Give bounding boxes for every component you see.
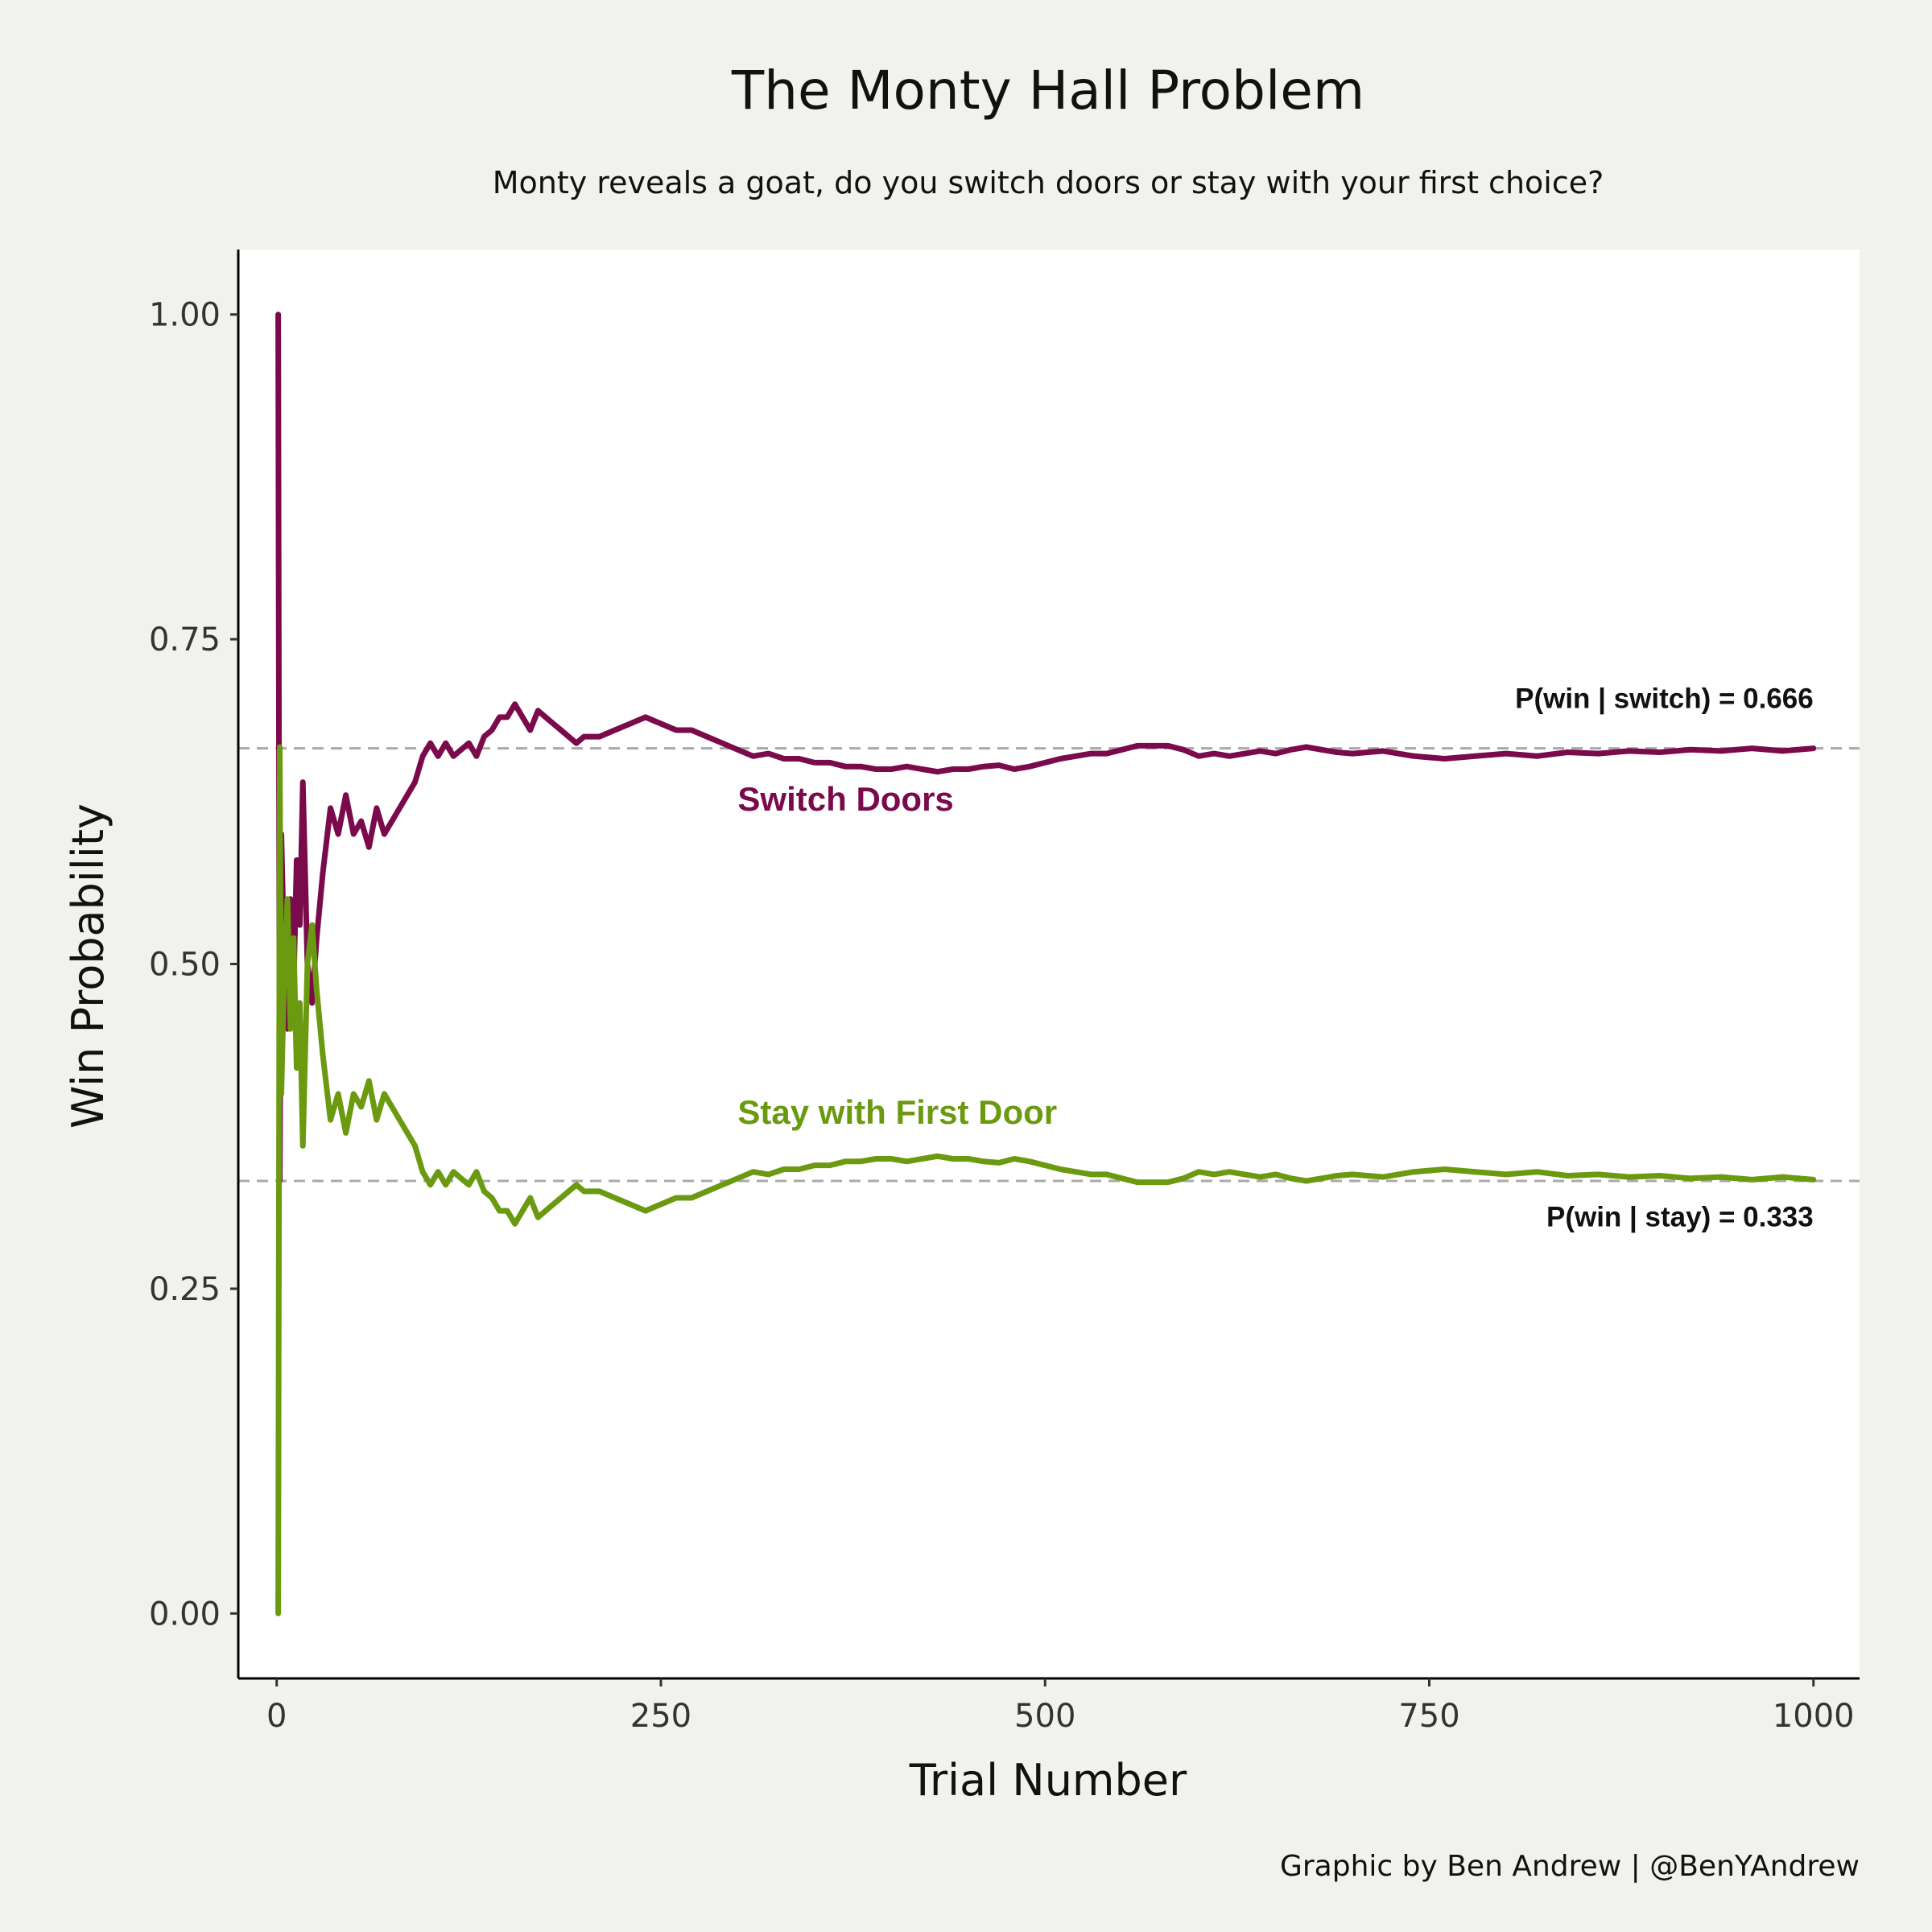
x-tick-label: 1000 xyxy=(1773,1698,1855,1735)
x-axis-ticks: 0 250 500 750 1000 xyxy=(266,1678,1855,1735)
series-label-0: Switch Doors xyxy=(737,780,953,818)
reference-label-0: P(win | switch) = 0.666 xyxy=(1515,683,1814,715)
x-tick-label: 0 xyxy=(266,1698,287,1735)
series-label-1: Stay with First Door xyxy=(737,1093,1057,1131)
y-axis-title: Win Probability xyxy=(63,803,114,1129)
y-tick-label: 0.00 xyxy=(149,1596,221,1633)
y-tick-label: 0.50 xyxy=(149,947,221,984)
y-tick-label: 0.75 xyxy=(149,621,221,658)
series-line-stay-with-first-door xyxy=(275,744,1817,1616)
x-tick-label: 250 xyxy=(630,1698,691,1735)
series-lines xyxy=(275,312,1817,1616)
x-axis-title: Trial Number xyxy=(909,1755,1187,1806)
plot-panel xyxy=(238,250,1053,1678)
x-tick-label: 500 xyxy=(1014,1698,1075,1735)
annotations: Switch Doors Stay with First Door P(win | … xyxy=(737,683,1813,1233)
y-tick-label: 0.25 xyxy=(149,1271,221,1308)
caption: Graphic by Ben Andrew | @BenYAndrew xyxy=(1280,1850,1860,1883)
chart-title: The Monty Hall Problem xyxy=(731,60,1364,122)
series-line-switch-doors xyxy=(275,312,1817,1184)
y-axis-ticks: 0.00 0.25 0.50 0.75 1.00 xyxy=(149,297,238,1633)
reference-lines xyxy=(238,747,1860,1183)
y-tick-label: 1.00 xyxy=(149,297,221,334)
x-tick-label: 750 xyxy=(1398,1698,1459,1735)
reference-label-1: P(win | stay) = 0.333 xyxy=(1546,1201,1814,1232)
plot-panel-right xyxy=(1053,250,1860,1678)
chart-subtitle: Monty reveals a goat, do you switch door… xyxy=(493,165,1604,200)
